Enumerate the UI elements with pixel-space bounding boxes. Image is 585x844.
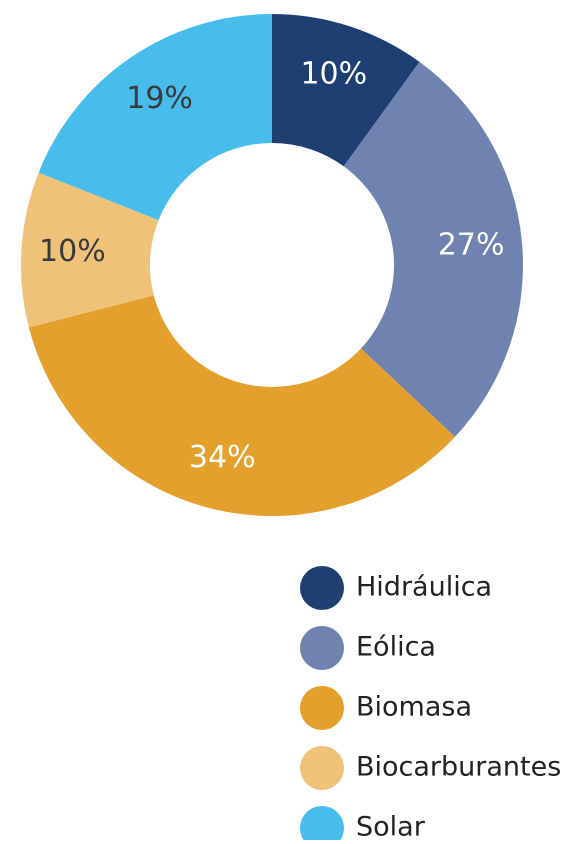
legend-label: Hidráulica (356, 572, 492, 603)
slice-label: 34% (189, 440, 256, 475)
legend-swatch (300, 806, 344, 844)
donut-slice (343, 61, 524, 437)
slice-label: 19% (126, 81, 193, 116)
legend-swatch (300, 626, 344, 670)
legend-label: Biomasa (356, 692, 472, 723)
slice-label: 10% (39, 234, 106, 269)
legend-label: Eólica (356, 632, 436, 663)
legend-label: Biocarburantes (356, 752, 561, 783)
legend-swatch (300, 686, 344, 730)
legend-swatch (300, 566, 344, 610)
slice-label: 27% (438, 228, 505, 263)
slice-label: 10% (300, 56, 367, 91)
legend-label: Solar (356, 812, 426, 841)
donut-slice (272, 14, 420, 167)
donut-slice (28, 295, 455, 516)
donut-slice (21, 172, 159, 328)
legend-swatch (300, 746, 344, 790)
donut-slice (38, 14, 273, 221)
